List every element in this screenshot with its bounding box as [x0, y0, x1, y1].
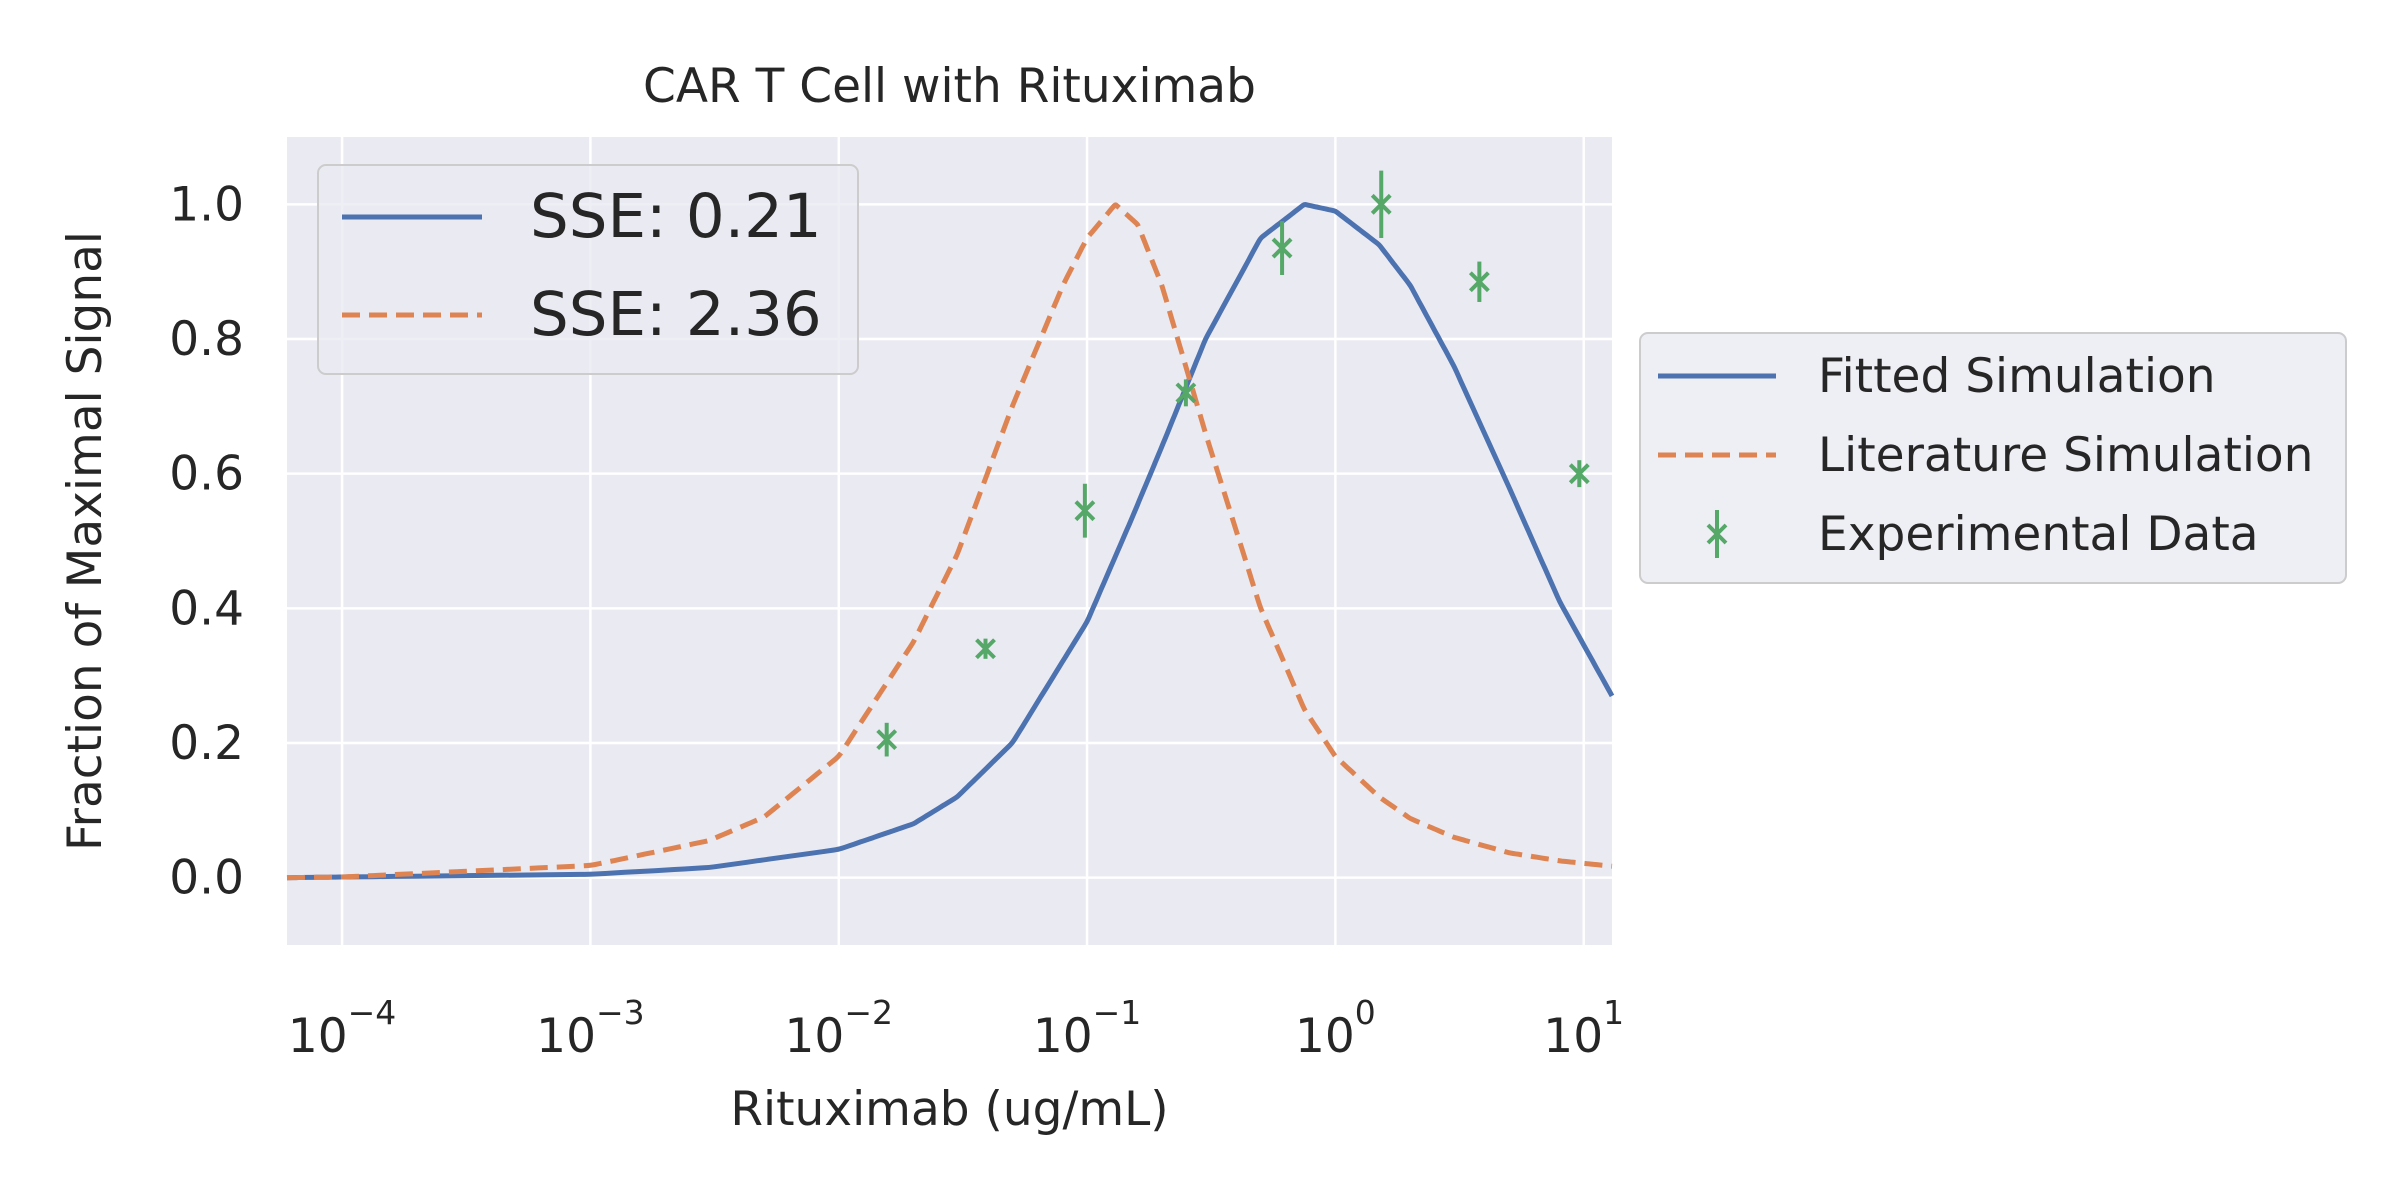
series-layer — [286, 170, 1615, 881]
data-point — [975, 638, 996, 660]
series-legend: Fitted Simulation Literature Simulation Ex… — [1639, 332, 2347, 584]
data-point — [1074, 483, 1096, 538]
x-axis-label: Rituximab (ug/mL) — [730, 1082, 1168, 1137]
x-tick-label: 10−3 — [536, 993, 644, 1064]
x-marker — [876, 729, 898, 751]
x-marker — [975, 638, 996, 660]
series-legend-frame — [1639, 332, 2347, 584]
x-tick-label: 101 — [1543, 993, 1624, 1064]
data-point — [1370, 170, 1392, 238]
y-tick-label: 1.0 — [169, 177, 244, 232]
series-legend-label: Literature Simulation — [1818, 428, 2313, 483]
data-point — [1568, 460, 1590, 488]
chart-title: CAR T Cell with Rituximab — [643, 59, 1256, 114]
legend-x-marker-icon — [1706, 523, 1728, 545]
x-tick-label: 10−1 — [1033, 993, 1141, 1064]
x-tick-label: 10−4 — [288, 993, 396, 1064]
data-point — [1468, 261, 1490, 302]
series-line — [286, 202, 1615, 881]
y-axis-label: Fraction of Maximal Signal — [58, 231, 113, 851]
tick-labels: 10−4 10−3 10−2 10−1 100 101 0.0 0.2 0.4 0.6 0.8 1.0 — [169, 177, 1624, 1064]
x-marker — [1468, 271, 1490, 293]
y-tick-label: 0.2 — [169, 716, 244, 771]
y-tick-label: 0.0 — [169, 851, 244, 906]
data-point — [876, 722, 898, 757]
x-marker — [1271, 237, 1293, 259]
x-tick-label: 100 — [1295, 993, 1376, 1064]
sse-legend-label: SSE: 2.36 — [530, 279, 822, 350]
series-line — [286, 202, 1613, 881]
y-tick-label: 0.4 — [169, 581, 244, 636]
sse-legend: SSE: 0.21 SSE: 2.36 — [317, 164, 859, 375]
x-marker — [1074, 500, 1096, 522]
series-legend-label: Fitted Simulation — [1818, 349, 2216, 404]
x-marker — [1175, 382, 1197, 404]
series-legend-label: Experimental Data — [1818, 507, 2259, 562]
sse-legend-label: SSE: 0.21 — [530, 181, 822, 252]
x-marker — [1370, 193, 1392, 215]
data-point — [1175, 379, 1197, 407]
y-tick-label: 0.6 — [169, 447, 244, 502]
x-marker — [1568, 463, 1590, 485]
x-tick-label: 10−2 — [785, 993, 893, 1064]
data-point — [1271, 221, 1293, 276]
y-tick-label: 0.8 — [169, 312, 244, 367]
